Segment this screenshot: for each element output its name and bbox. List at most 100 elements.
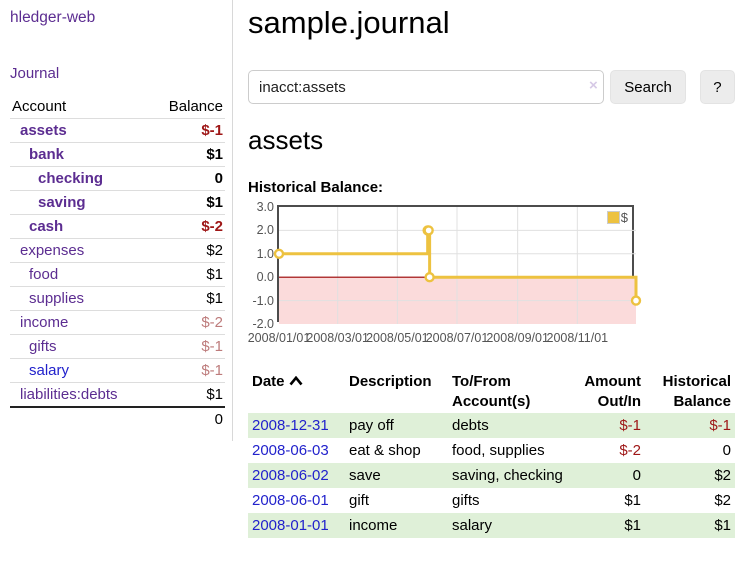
account-name-cell: bank: [10, 142, 151, 167]
search-button[interactable]: Search: [610, 70, 686, 104]
account-link-income[interactable]: income: [20, 314, 69, 331]
account-link-supplies[interactable]: supplies: [29, 290, 85, 307]
transaction-balance: $-1: [709, 417, 731, 434]
clear-search-icon[interactable]: ×: [589, 77, 598, 94]
x-axis-tick-label: 2008/05/01: [366, 331, 429, 345]
transaction-date-link[interactable]: 2008-12-31: [252, 417, 329, 434]
register-header-row: Date Description To/From Account(s) Amou…: [248, 371, 735, 413]
transaction-row[interactable]: 2008-12-31 pay off debts $-1 $-1: [248, 413, 735, 438]
transaction-date-link[interactable]: 2008-01-01: [252, 517, 329, 534]
transaction-date-link[interactable]: 2008-06-01: [252, 492, 329, 509]
transaction-date-link[interactable]: 2008-06-03: [252, 442, 329, 459]
account-row: saving $1: [10, 190, 225, 215]
transaction-row[interactable]: 2008-06-01 gift gifts $1 $2: [248, 488, 735, 513]
transaction-accounts: food, supplies: [452, 442, 545, 459]
accounts-header-balance: Balance: [168, 98, 223, 115]
transaction-description: pay off: [349, 417, 394, 434]
x-axis-tick-label: 2008/09/01: [486, 331, 549, 345]
account-row: gifts $-1: [10, 334, 225, 359]
transaction-amount: $1: [624, 492, 641, 509]
legend-swatch: [606, 211, 620, 224]
transaction-date-cell: 2008-01-01: [248, 513, 345, 538]
transaction-accounts: salary: [452, 517, 493, 534]
brand-link[interactable]: hledger-web: [10, 9, 96, 26]
account-row: bank $1: [10, 142, 225, 167]
transaction-accounts: saving, checking: [452, 467, 563, 484]
account-link-liabilities:debts[interactable]: liabilities:debts: [20, 386, 118, 403]
y-axis-tick-label: 0.0: [256, 270, 274, 285]
account-balance: $1: [150, 190, 225, 215]
help-button[interactable]: ?: [699, 70, 735, 104]
transaction-row[interactable]: 2008-06-03 eat & shop food, supplies $-2 0: [248, 438, 735, 463]
chart-legend: $: [606, 210, 628, 225]
account-balance: $-1: [150, 358, 225, 383]
y-axis-tick-label: 1.0: [256, 246, 274, 261]
account-row: checking 0: [10, 166, 225, 191]
account-link-assets[interactable]: assets: [20, 122, 67, 139]
account-row: income $-2: [10, 310, 225, 335]
account-balance: $-2: [150, 310, 225, 335]
accounts-header-account: Account: [12, 98, 67, 115]
account-balance: $2: [150, 238, 225, 263]
transaction-amount: $-1: [619, 417, 641, 434]
sidebar-item-journal[interactable]: Journal: [10, 65, 60, 82]
column-header-balance: Historical Balance: [662, 373, 731, 410]
transaction-balance: $2: [714, 492, 731, 509]
account-name-cell: liabilities:debts: [10, 382, 151, 407]
account-link-gifts[interactable]: gifts: [29, 338, 57, 355]
x-axis-tick-label: 2008/03/01: [306, 331, 369, 345]
account-balance: $-2: [150, 214, 225, 239]
date-header-label: Date: [252, 373, 285, 390]
transaction-description: save: [349, 467, 381, 484]
x-axis-tick-label: 2008/01/01: [247, 331, 311, 345]
account-link-salary[interactable]: salary: [29, 362, 70, 379]
transaction-row[interactable]: 2008-06-02 save saving, checking 0 $2: [248, 463, 735, 488]
account-name-cell: assets: [10, 118, 151, 143]
accounts-total-value: 0: [150, 406, 225, 431]
account-name-cell: expenses: [10, 238, 151, 263]
account-name-cell: salary: [10, 358, 151, 383]
account-link-food[interactable]: food: [29, 266, 59, 283]
account-link-checking[interactable]: checking: [38, 170, 104, 187]
legend-label: $: [620, 210, 628, 225]
transaction-date-link[interactable]: 2008-06-02: [252, 467, 329, 484]
column-header-date[interactable]: Date: [248, 371, 345, 413]
account-balance: $1: [150, 262, 225, 287]
transaction-balance: 0: [722, 442, 731, 459]
search-input[interactable]: [248, 70, 605, 104]
spacer: [10, 406, 151, 431]
account-name-cell: gifts: [10, 334, 151, 359]
sidebar: hledger-web Journal Account Balance asse…: [0, 0, 233, 441]
accounts-table-header: Account Balance: [10, 95, 225, 119]
account-name-cell: income: [10, 310, 151, 335]
account-row: liabilities:debts $1: [10, 382, 225, 407]
accounts-total-row: 0: [10, 406, 225, 431]
account-row: salary $-1: [10, 358, 225, 383]
account-row: food $1: [10, 262, 225, 287]
transaction-row[interactable]: 2008-01-01 income salary $1 $1: [248, 513, 735, 538]
account-name-cell: cash: [10, 214, 151, 239]
account-row: expenses $2: [10, 238, 225, 263]
sort-ascending-icon: [289, 375, 303, 386]
account-row: cash $-2: [10, 214, 225, 239]
account-link-cash[interactable]: cash: [29, 218, 64, 235]
transaction-amount: 0: [632, 467, 641, 484]
page-title: sample.journal: [248, 5, 450, 40]
column-header-amount: Amount Out/In: [584, 373, 641, 410]
account-heading: assets: [248, 125, 324, 155]
y-axis-tick-label: 2.0: [256, 223, 274, 238]
account-name-cell: checking: [10, 166, 151, 191]
account-balance: 0: [150, 166, 225, 191]
main-content: sample.journal × Search ? assets Histori…: [248, 0, 735, 538]
transaction-description: income: [349, 517, 398, 534]
chart-title: Historical Balance:: [248, 179, 384, 196]
account-link-saving[interactable]: saving: [38, 194, 86, 211]
account-link-bank[interactable]: bank: [29, 146, 65, 163]
register-table: Date Description To/From Account(s) Amou…: [248, 371, 735, 538]
transaction-date-cell: 2008-12-31: [248, 413, 345, 438]
transaction-date-cell: 2008-06-03: [248, 438, 345, 463]
transaction-date-cell: 2008-06-01: [248, 488, 345, 513]
account-balance: $1: [150, 142, 225, 167]
x-axis-tick-label: 2008/11/01: [546, 331, 609, 345]
account-link-expenses[interactable]: expenses: [20, 242, 85, 259]
